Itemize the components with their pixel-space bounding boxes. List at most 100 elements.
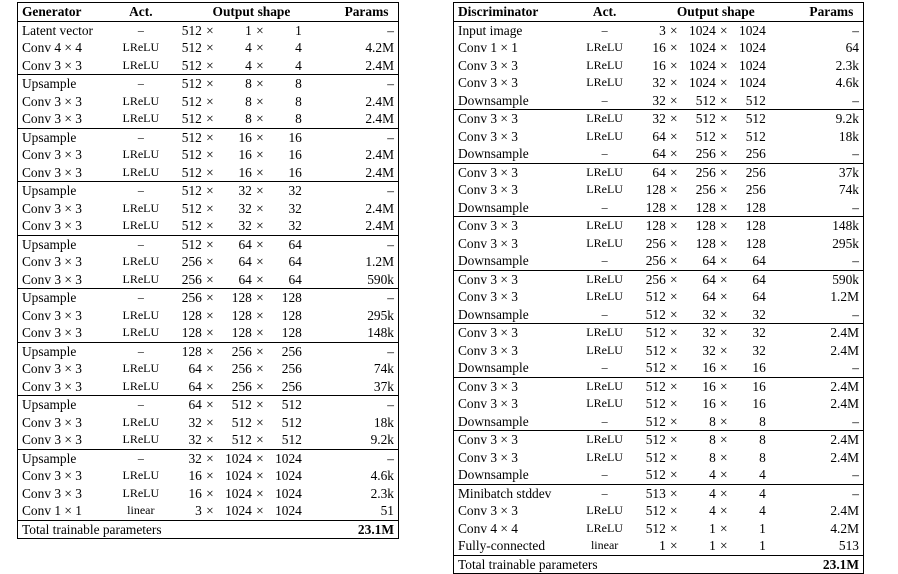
activation: LReLU [577, 216, 632, 235]
shape-channels: 512 [645, 396, 666, 411]
shape-height: 8 [245, 111, 252, 126]
shape-width: 8 [759, 413, 766, 429]
output-shape: 128 × 256 × 256 [167, 341, 336, 360]
layer-name: Downsample [453, 466, 578, 484]
shape-channels: 512 [645, 378, 666, 394]
table-row: Latent vector –512 × 1 × 1– [16, 21, 400, 39]
shape-channels: 512 [645, 467, 666, 482]
shape-height: 1024 [689, 22, 716, 38]
activation: LReLU [577, 269, 632, 288]
output-shape: 256 × 128 × 128 [632, 235, 800, 253]
output-shape: 32 × 1024 × 1024 [632, 74, 800, 92]
output-shape: 256 × 128 × 128 [167, 288, 336, 307]
activation: LReLU [586, 75, 623, 89]
table-row: Conv 3 × 3 LReLU 256 × 64 × 64 1.2M [16, 253, 400, 271]
output-shape: 32 × 512 × 512 [168, 431, 335, 449]
shape-height: 16 [238, 129, 252, 145]
params: 513 [799, 537, 864, 555]
params: 37k [335, 377, 400, 396]
shape-width: 16 [288, 164, 302, 180]
layer-name: Conv 3 × 3 [453, 56, 578, 74]
output-shape: 128 × 128 × 128 [168, 307, 335, 325]
times-sign: × [720, 218, 728, 233]
times-sign: × [720, 271, 728, 287]
shape-height: 1024 [225, 450, 252, 466]
times-sign: × [206, 22, 214, 38]
table-row: Conv 1 × 1 LReLU 16 × 1024 × 1024 64 [453, 39, 864, 57]
table-row: Conv 3 × 3 LReLU 64 × 256 × 256 37k [16, 377, 400, 396]
activation: LReLU [122, 414, 160, 429]
output-shape: 256 × 64 × 64 [632, 252, 800, 270]
shape-width: 512 [281, 414, 302, 430]
output-shape: 512 × 32 × 32 [168, 217, 335, 235]
activation: LReLU [122, 271, 160, 286]
times-sign: × [256, 236, 264, 252]
output-shape: 512 × 32 × 32 [168, 200, 335, 218]
times-sign: × [206, 307, 214, 323]
shape-height: 1024 [225, 503, 252, 518]
shape-width: 32 [288, 200, 302, 216]
shape-width: 4 [759, 485, 766, 501]
activation: – [601, 360, 608, 374]
table-row: Downsample – 64 × 256 × 256 – [453, 145, 864, 163]
output-shape: 128 × 128 × 128 [168, 324, 335, 342]
shape-width: 8 [759, 449, 766, 465]
times-sign: × [720, 199, 728, 215]
layer-name: Conv 3 × 3 [453, 74, 578, 92]
generator-header-act: Act. [113, 2, 168, 22]
output-shape: 3 × 1024 × 1024 [168, 502, 335, 520]
layer-name: Upsample [16, 448, 114, 467]
times-sign: × [670, 306, 678, 322]
times-sign: × [670, 57, 678, 73]
shape-height: 512 [231, 432, 252, 447]
layer-name: Conv 3 × 3 [453, 430, 578, 449]
activation: LReLU [586, 342, 623, 357]
table-row: Upsample –512 × 64 × 64– [16, 234, 400, 253]
times-sign: × [720, 128, 728, 144]
shape-height: 64 [702, 253, 716, 268]
times-sign: × [256, 378, 264, 394]
table-row: Conv 3 × 3 LReLU 16 × 1024 × 1024 2.3k [16, 484, 400, 502]
times-sign: × [206, 254, 214, 269]
shape-height: 64 [238, 254, 252, 269]
shape-channels: 1 [659, 538, 666, 553]
times-sign: × [720, 92, 728, 108]
shape-height: 128 [231, 325, 252, 340]
output-shape: 512 × 32 × 32 [631, 323, 800, 342]
output-shape: 512 × 8 × 8 [167, 74, 336, 93]
shape-height: 256 [231, 343, 252, 359]
shape-height: 16 [702, 396, 716, 411]
table-row: Conv 3 × 3 LReLU 512 × 8 × 8 2.4M [453, 430, 864, 449]
shape-width: 128 [281, 325, 302, 340]
shape-channels: 128 [181, 343, 202, 359]
layer-name: Conv 3 × 3 [453, 234, 578, 252]
shape-width: 256 [745, 146, 766, 161]
output-shape: 513 × 4 × 4 [631, 483, 800, 502]
activation: LReLU [122, 40, 160, 54]
params: 2.4M [799, 448, 864, 466]
times-sign: × [670, 199, 678, 215]
params: – [335, 127, 400, 146]
table-row: Downsample –32 × 512 × 512– [453, 91, 864, 110]
shape-channels: 16 [188, 468, 202, 483]
layer-name: Conv 3 × 3 [16, 413, 114, 431]
times-sign: × [720, 289, 728, 304]
times-sign: × [720, 538, 728, 553]
shape-width: 1 [759, 520, 766, 536]
params: – [335, 288, 400, 307]
activation: LReLU [586, 40, 623, 54]
shape-channels: 512 [645, 432, 666, 447]
activation: LReLU [122, 164, 160, 179]
layer-name: Conv 3 × 3 [453, 269, 578, 288]
shape-width: 8 [295, 111, 302, 126]
output-shape: 512 × 16 × 16 [632, 395, 800, 413]
layer-name: Conv 3 × 3 [453, 127, 578, 145]
shape-height: 4 [709, 485, 716, 501]
shape-channels: 513 [645, 485, 666, 501]
table-row: Conv 3 × 3 LReLU 128 × 256 × 256 74k [453, 181, 864, 199]
layer-name: Conv 3 × 3 [16, 431, 114, 449]
times-sign: × [206, 76, 214, 91]
times-sign: × [670, 289, 678, 304]
shape-height: 128 [231, 307, 252, 323]
table-row: Conv 3 × 3 LReLU 512 × 8 × 8 2.4M [16, 92, 400, 110]
